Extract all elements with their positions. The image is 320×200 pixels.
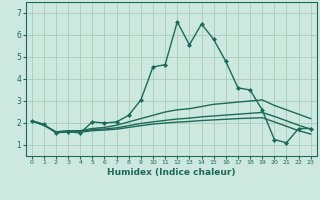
X-axis label: Humidex (Indice chaleur): Humidex (Indice chaleur)	[107, 168, 236, 177]
